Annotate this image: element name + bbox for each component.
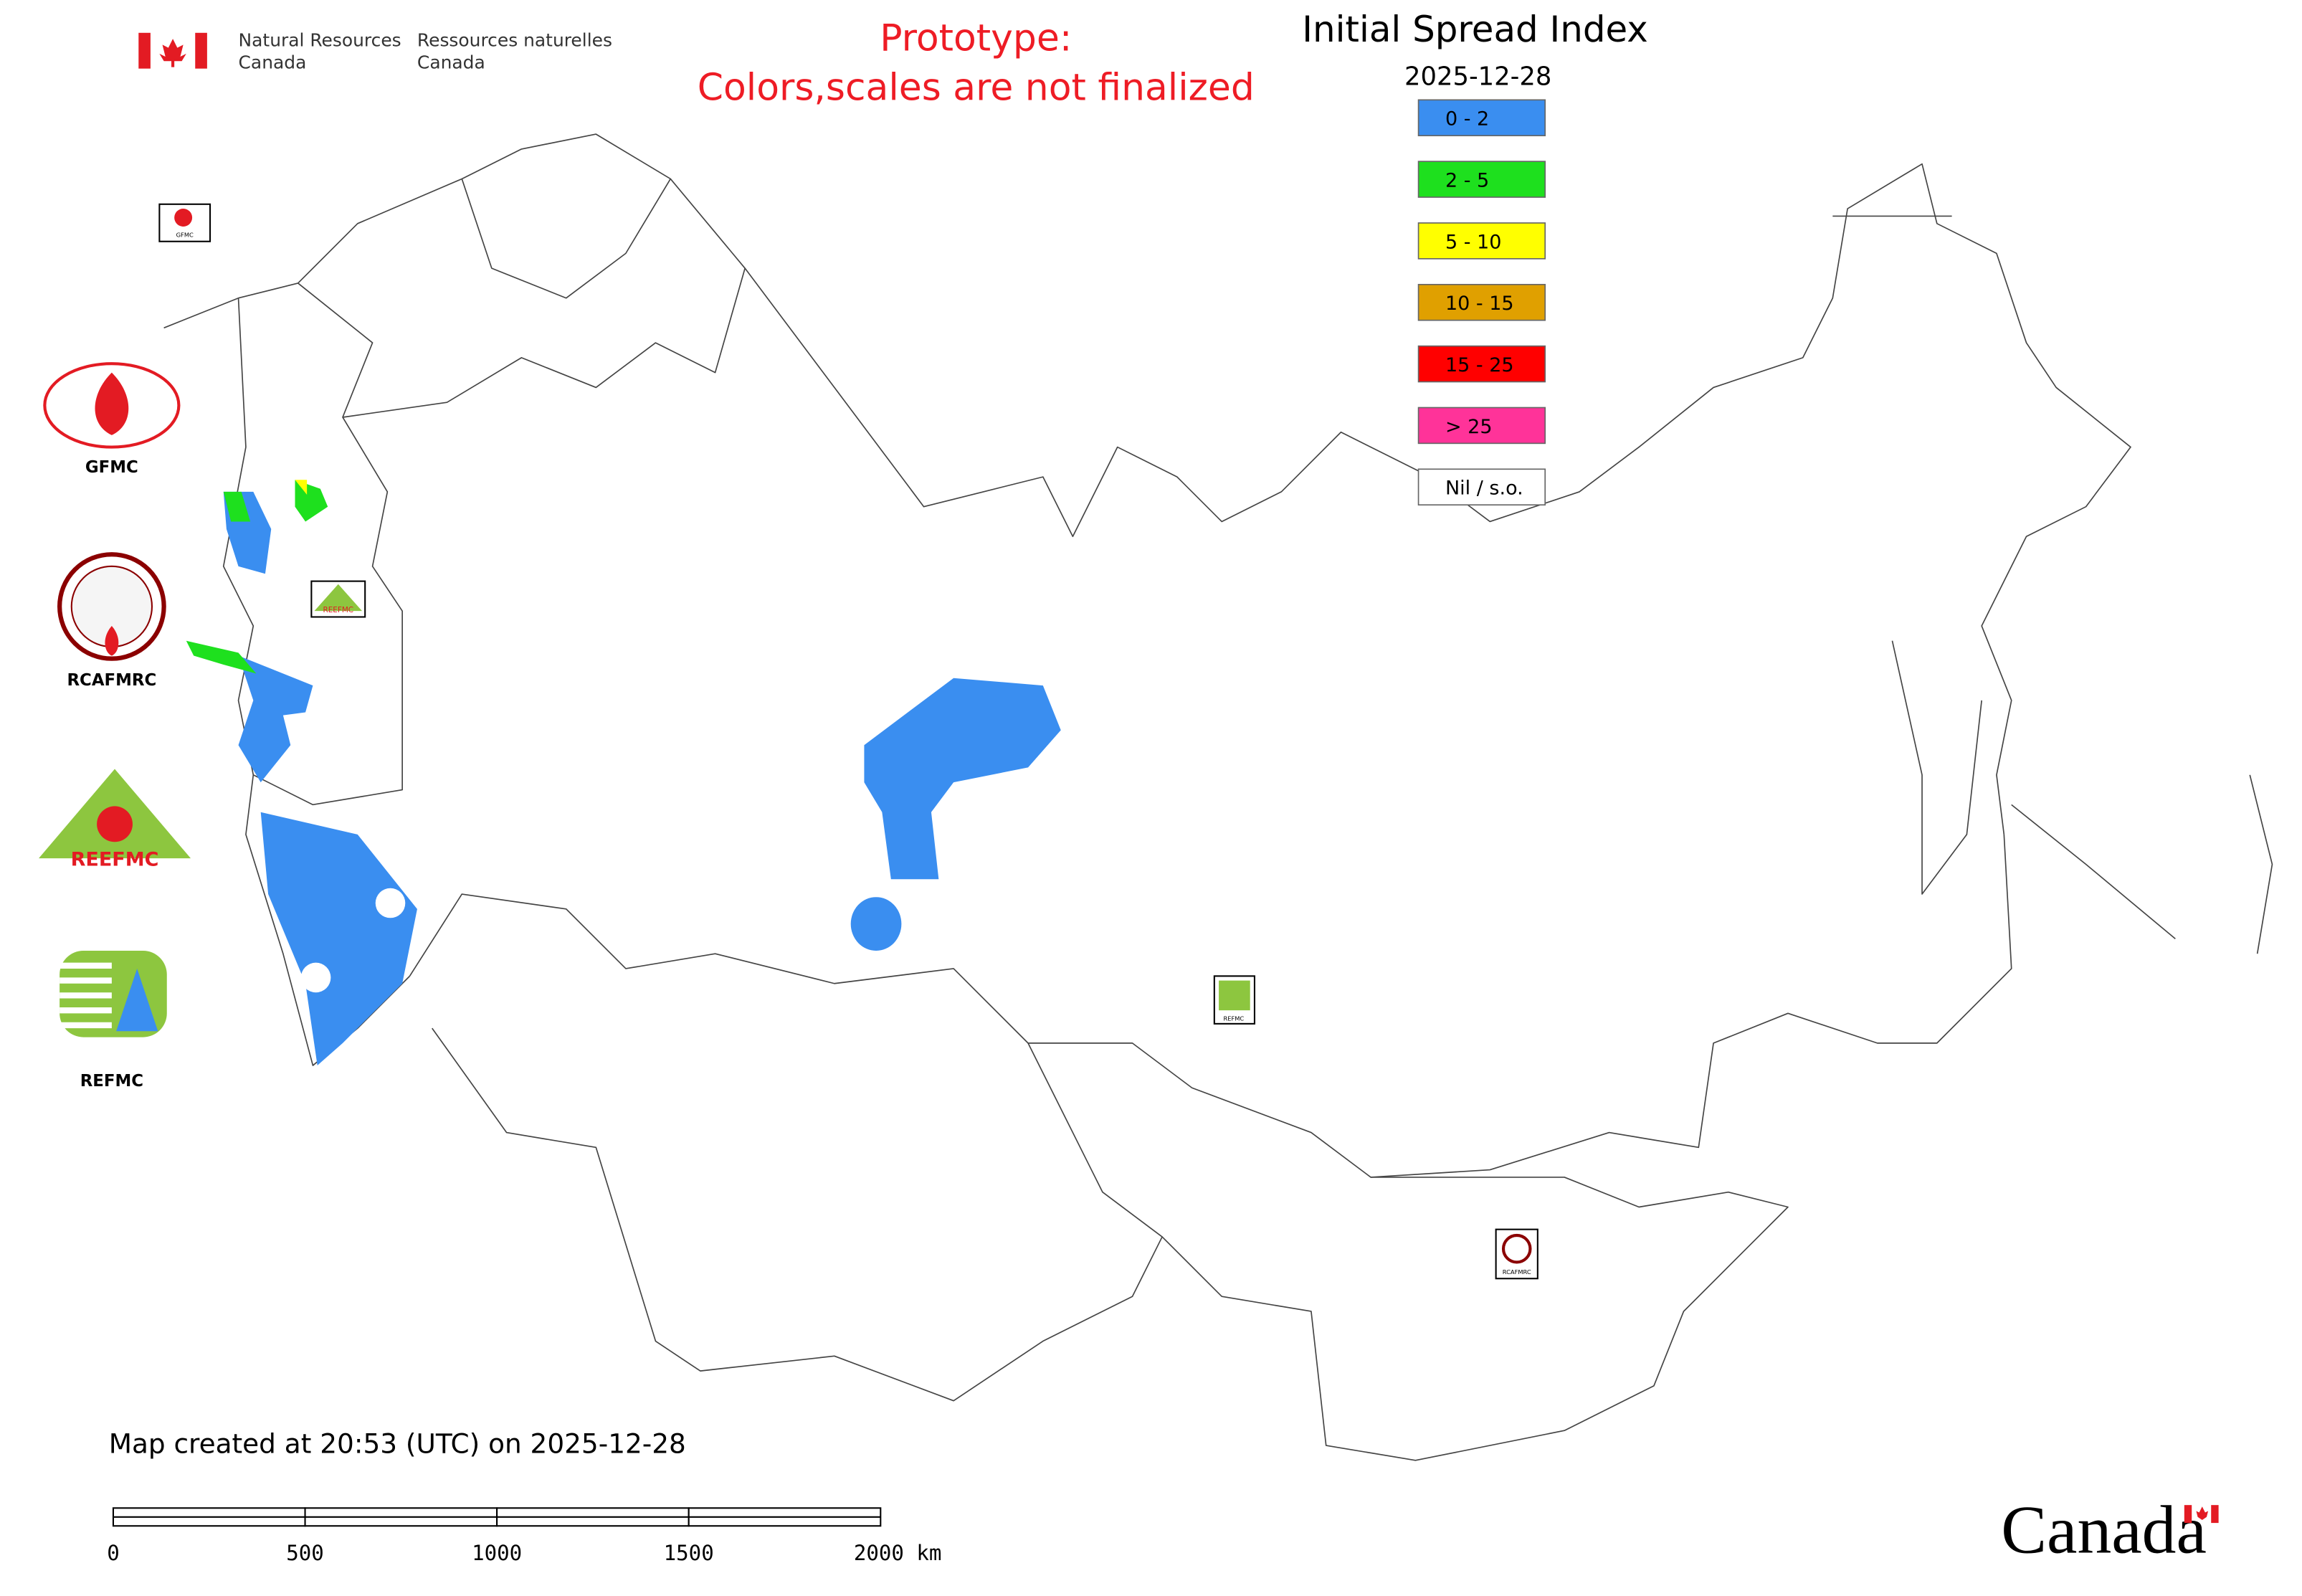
marker-label: REFMC: [1223, 1015, 1244, 1022]
agency-en: Canada: [239, 52, 307, 73]
legend-label: > 25: [1445, 416, 1493, 438]
scale-label: 0: [107, 1541, 120, 1565]
logo-label: REEFMC: [71, 849, 159, 871]
country-borders: [163, 133, 2273, 1461]
map-markers: GFMC REEFMC REFMC RCAFMRC: [158, 203, 1538, 1280]
wordmark-flag: [2184, 1505, 2219, 1524]
agency-en: Natural Resources: [239, 29, 401, 50]
marker-label: GFMC: [176, 232, 194, 239]
legend-label: 15 - 25: [1445, 354, 1514, 376]
legend-swatch: [1417, 468, 1546, 506]
legend-label: 10 - 15: [1445, 293, 1514, 315]
agency-fr: Canada: [417, 52, 485, 73]
logo-label: REFMC: [80, 1072, 143, 1091]
legend-swatch: [1417, 345, 1546, 383]
legend-label: 0 - 2: [1445, 108, 1489, 130]
legend-title: Initial Spread Index: [1302, 9, 1648, 50]
scale-bar: 0 500 1000 1500 2000 km: [107, 1507, 942, 1565]
agency-fr: Ressources naturelles: [417, 29, 612, 50]
notice: Prototype:: [880, 17, 1072, 60]
canada-wordmark: Canada: [2001, 1492, 2207, 1568]
legend-label: 5 - 10: [1445, 231, 1501, 253]
isi-patches: [186, 480, 1061, 1066]
logo-label: RCAFMRC: [67, 671, 156, 690]
creation-note: Map created at 20:53 (UTC) on 2025-12-28: [109, 1428, 686, 1459]
legend-date: 2025-12-28: [1404, 62, 1551, 92]
legend-swatch: [1417, 99, 1546, 137]
scale-label: 500: [286, 1541, 324, 1565]
legend-swatch: [1417, 283, 1546, 321]
legend: Initial Spread Index 2025-12-28 0 - 2 2 -…: [1302, 9, 1648, 506]
scale-label: 1000: [472, 1541, 522, 1565]
legend-label: Nil / s.o.: [1445, 478, 1523, 500]
legend-swatch: [1417, 407, 1546, 445]
scale-label: 2000 km: [854, 1541, 942, 1565]
legend-swatch: [1417, 161, 1546, 198]
legend-label: 2 - 5: [1445, 169, 1489, 191]
logo-label: GFMC: [85, 458, 138, 477]
partner-logos: GFMC RCAFMRC REEFMC REFMC: [39, 362, 191, 1091]
scale-label: 1500: [664, 1541, 714, 1565]
legend-swatch: [1417, 222, 1546, 260]
notice: Colors,scales are not finalized: [698, 66, 1255, 109]
marker-label: REEFMC: [323, 606, 353, 614]
nrcan-signature: Natural Resources Canada Ressources natu…: [138, 29, 612, 73]
marker-label: RCAFMRC: [1503, 1268, 1531, 1276]
